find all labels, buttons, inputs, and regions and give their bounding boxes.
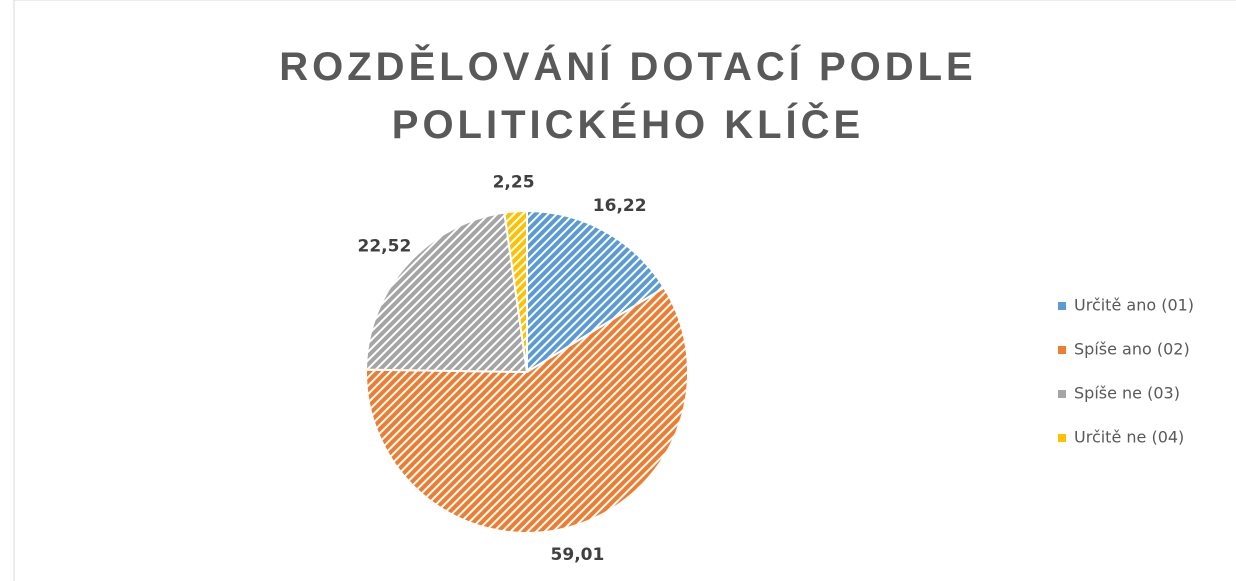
pie-slice <box>503 209 528 373</box>
legend-swatch <box>1058 390 1066 398</box>
legend-swatch <box>1058 302 1066 310</box>
data-label: 22,52 <box>358 236 412 256</box>
data-label: 59,01 <box>551 545 605 565</box>
legend-label: Spíše ne (03) <box>1074 384 1180 403</box>
chart-frame <box>13 0 1236 581</box>
legend-label: Spíše ano (02) <box>1074 340 1190 359</box>
pie-slice <box>526 209 666 374</box>
data-label: 2,25 <box>493 172 535 192</box>
legend-swatch <box>1058 434 1066 442</box>
data-label: 16,22 <box>593 196 647 216</box>
pie-slice <box>365 211 529 374</box>
chart-title: ROZDĚLOVÁNÍ DOTACÍ PODLE POLITICKÉHO KLÍ… <box>279 45 977 147</box>
legend-label: Určitě ne (04) <box>1074 428 1184 447</box>
legend-swatch <box>1058 346 1066 354</box>
legend-label: Určitě ano (01) <box>1074 296 1194 315</box>
pie-slice <box>365 286 689 534</box>
